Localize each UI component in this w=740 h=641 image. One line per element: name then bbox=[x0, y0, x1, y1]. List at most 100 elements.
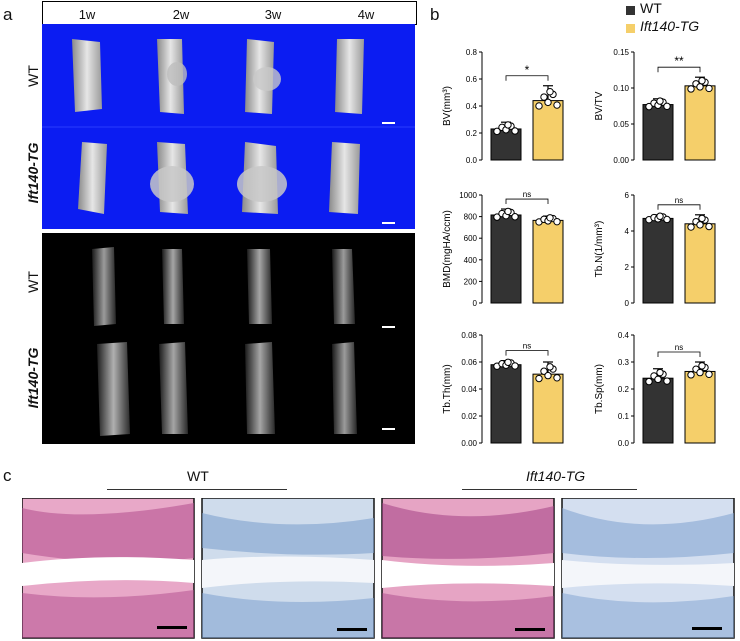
data-point bbox=[698, 362, 706, 370]
bar-chart-2: 0 200 400 600 800 1000 BMD(mgHA/ccm) ns bbox=[442, 190, 564, 308]
significance-label: ns bbox=[523, 190, 531, 199]
bar-ift140-tg bbox=[532, 100, 564, 161]
panel-letter-a: a bbox=[3, 5, 13, 24]
row-label-wt-2: WT bbox=[25, 271, 41, 293]
data-point bbox=[663, 102, 671, 110]
data-point bbox=[696, 221, 704, 229]
y-tick-label: 0.08 bbox=[461, 331, 477, 340]
data-point bbox=[511, 127, 519, 135]
y-tick-label: 0.2 bbox=[466, 129, 478, 138]
y-tick-label: 6 bbox=[625, 191, 630, 200]
significance-label: ns bbox=[675, 196, 683, 205]
microct-image-grid bbox=[42, 24, 415, 444]
data-point bbox=[656, 368, 664, 377]
bar-ift140-tg bbox=[532, 373, 564, 444]
histology-images bbox=[22, 498, 735, 639]
y-tick-label: 0.4 bbox=[466, 102, 478, 111]
significance-bracket bbox=[505, 75, 549, 81]
y-tick-label: 0.05 bbox=[613, 120, 629, 129]
microct-3d-bones bbox=[72, 39, 364, 214]
data-point bbox=[645, 102, 653, 111]
significance-label: ns bbox=[523, 342, 531, 351]
row-label-tg-1: Ift140-TG bbox=[25, 142, 41, 204]
tb-stain-wt bbox=[201, 498, 375, 639]
y-axis-label: BV(mm³) bbox=[442, 86, 453, 126]
condition-label-tg: Ift140-TG bbox=[526, 468, 586, 484]
data-point bbox=[656, 212, 664, 220]
bar-chart-3: 0 2 4 6 Tb.N(1/mm³) ns bbox=[594, 191, 716, 308]
y-axis-label: Tb.Sp(mm) bbox=[594, 364, 605, 414]
y-tick-label: 0.00 bbox=[613, 156, 629, 165]
data-point bbox=[687, 85, 695, 93]
significance-bracket bbox=[657, 66, 701, 73]
y-tick-label: 200 bbox=[464, 277, 478, 286]
y-tick-label: 0.15 bbox=[613, 48, 629, 57]
panel-letter-c: c bbox=[3, 466, 12, 485]
y-tick-label: 600 bbox=[464, 234, 478, 243]
y-tick-label: 0.3 bbox=[618, 358, 630, 367]
significance-bracket bbox=[505, 198, 549, 205]
y-tick-label: 0.00 bbox=[461, 439, 477, 448]
significance-bracket bbox=[657, 204, 701, 210]
legend-label-tg: Ift140-TG bbox=[640, 18, 700, 34]
significance-label: * bbox=[525, 63, 530, 77]
data-point bbox=[546, 87, 554, 96]
y-tick-label: 0.6 bbox=[466, 75, 478, 84]
y-axis-label: Tb.N(1/mm³) bbox=[594, 221, 605, 278]
data-point bbox=[493, 127, 501, 136]
column-header-3w: 3w bbox=[264, 7, 282, 22]
data-point bbox=[698, 76, 706, 85]
y-tick-label: 4 bbox=[625, 227, 630, 236]
y-tick-label: 0.0 bbox=[466, 156, 478, 165]
data-point bbox=[511, 362, 519, 370]
bar-ift140-tg bbox=[684, 223, 716, 304]
column-header-4w: 4w bbox=[357, 7, 375, 22]
data-point bbox=[504, 121, 512, 129]
y-tick-label: 0.02 bbox=[461, 412, 477, 421]
data-point bbox=[546, 363, 554, 371]
bar-ift140-tg bbox=[532, 219, 564, 304]
y-tick-label: 0.10 bbox=[613, 84, 629, 93]
data-point bbox=[698, 214, 706, 223]
y-tick-label: 0.0 bbox=[618, 439, 630, 448]
condition-label-wt: WT bbox=[187, 468, 209, 484]
data-point bbox=[544, 98, 552, 107]
data-point bbox=[553, 217, 561, 226]
y-tick-label: 0 bbox=[473, 299, 478, 308]
y-axis-label: Tb.Th(mm) bbox=[442, 364, 453, 413]
data-point bbox=[705, 84, 713, 93]
data-point bbox=[511, 213, 519, 221]
data-point bbox=[705, 370, 713, 378]
he-stain-tg bbox=[381, 498, 555, 639]
y-tick-label: 2 bbox=[625, 263, 630, 272]
microct-xray-bones bbox=[92, 247, 357, 436]
row-label-tg-2: Ift140-TG bbox=[25, 347, 41, 409]
y-tick-label: 400 bbox=[464, 256, 478, 265]
data-point bbox=[663, 377, 671, 385]
y-tick-label: 0.06 bbox=[461, 358, 477, 367]
panel-letter-b: b bbox=[430, 5, 440, 24]
data-point bbox=[687, 371, 695, 379]
y-tick-label: 0.4 bbox=[618, 331, 630, 340]
y-tick-label: 800 bbox=[464, 213, 478, 222]
bar-ift140-tg bbox=[684, 85, 716, 161]
y-tick-label: 0.1 bbox=[618, 412, 630, 421]
y-tick-label: 1000 bbox=[459, 191, 477, 200]
bar-wt bbox=[642, 104, 674, 161]
bar-wt bbox=[642, 217, 674, 304]
y-tick-label: 0.04 bbox=[461, 385, 477, 394]
data-point bbox=[535, 374, 543, 383]
y-tick-label: 0 bbox=[625, 299, 630, 308]
data-point bbox=[687, 223, 695, 231]
bar-chart-5: 0.0 0.1 0.2 0.3 0.4 Tb.Sp(mm) ns bbox=[594, 331, 716, 448]
data-point bbox=[553, 374, 561, 382]
data-point bbox=[546, 214, 554, 222]
wt-underline bbox=[107, 489, 287, 490]
significance-label: ns bbox=[675, 343, 683, 352]
data-point bbox=[654, 375, 662, 384]
bar-wt bbox=[642, 377, 674, 444]
data-point bbox=[553, 101, 561, 109]
tb-stain-tg bbox=[561, 498, 735, 639]
data-point bbox=[493, 213, 501, 221]
bar-chart-1: 0.00 0.05 0.10 0.15 BV/TV ** bbox=[594, 48, 716, 165]
